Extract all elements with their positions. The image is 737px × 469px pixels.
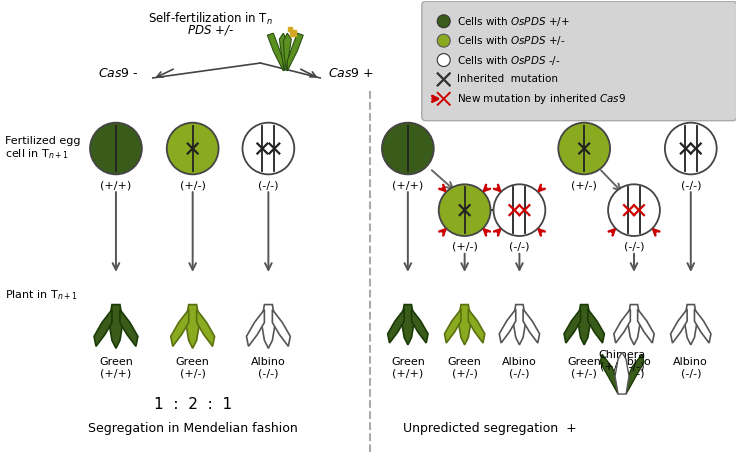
Polygon shape xyxy=(523,309,539,343)
Text: Albino
(-/-): Albino (-/-) xyxy=(674,357,708,379)
Text: (-/-): (-/-) xyxy=(258,180,279,190)
Polygon shape xyxy=(268,33,283,71)
Text: (+/-): (+/-) xyxy=(571,180,597,190)
Polygon shape xyxy=(273,310,290,346)
Polygon shape xyxy=(671,309,687,343)
Text: $\it{PDS}$ +/-: $\it{PDS}$ +/- xyxy=(187,23,234,37)
Text: Self-fertilization in T$_n$: Self-fertilization in T$_n$ xyxy=(148,11,273,27)
FancyBboxPatch shape xyxy=(422,1,736,121)
Polygon shape xyxy=(246,310,265,346)
Polygon shape xyxy=(279,33,287,71)
Text: 1  :  2  :  1: 1 : 2 : 1 xyxy=(153,398,231,412)
Text: (-/-): (-/-) xyxy=(509,242,530,252)
Text: Green
(+/-): Green (+/-) xyxy=(175,357,209,379)
Polygon shape xyxy=(411,309,428,343)
Circle shape xyxy=(608,184,660,236)
Circle shape xyxy=(382,123,434,174)
Text: Fertilized egg
cell in T$_{n+1}$: Fertilized egg cell in T$_{n+1}$ xyxy=(5,136,81,161)
Circle shape xyxy=(437,15,450,28)
Polygon shape xyxy=(120,310,138,346)
Polygon shape xyxy=(262,304,276,348)
Polygon shape xyxy=(564,309,581,343)
Polygon shape xyxy=(94,310,112,346)
Text: $\it{Cas9}$ -: $\it{Cas9}$ - xyxy=(98,68,139,81)
Text: Cells with $\it{OsPDS}$ +/-: Cells with $\it{OsPDS}$ +/- xyxy=(457,34,565,47)
Polygon shape xyxy=(615,352,629,394)
Polygon shape xyxy=(626,354,644,394)
Text: Chimera
(+/-, -/-): Chimera (+/-, -/-) xyxy=(598,350,646,372)
Polygon shape xyxy=(171,310,189,346)
Text: (+/+): (+/+) xyxy=(392,180,424,190)
Circle shape xyxy=(437,34,450,47)
Circle shape xyxy=(439,184,491,236)
Polygon shape xyxy=(578,304,590,345)
Polygon shape xyxy=(499,309,516,343)
Polygon shape xyxy=(402,304,414,345)
Text: New mutation by inherited $\it{Cas9}$: New mutation by inherited $\it{Cas9}$ xyxy=(457,92,626,106)
Polygon shape xyxy=(588,309,604,343)
Polygon shape xyxy=(458,304,471,345)
Circle shape xyxy=(494,184,545,236)
Text: Albino
(-/-): Albino (-/-) xyxy=(251,357,286,379)
Text: Green
(+/+): Green (+/+) xyxy=(391,357,425,379)
Polygon shape xyxy=(444,309,461,343)
Text: (+/+): (+/+) xyxy=(100,180,132,190)
Polygon shape xyxy=(638,309,654,343)
Polygon shape xyxy=(283,33,291,71)
Text: Plant in T$_{n+1}$: Plant in T$_{n+1}$ xyxy=(5,288,78,302)
Circle shape xyxy=(665,123,716,174)
Polygon shape xyxy=(197,310,214,346)
Circle shape xyxy=(437,53,450,67)
Text: $\it{Cas9}$ +: $\it{Cas9}$ + xyxy=(328,68,374,81)
Polygon shape xyxy=(694,309,711,343)
Text: Albino
(-/-): Albino (-/-) xyxy=(617,357,652,379)
Text: Cells with $\it{OsPDS}$ +/+: Cells with $\it{OsPDS}$ +/+ xyxy=(457,15,570,28)
Text: (+/-): (+/-) xyxy=(180,180,206,190)
Polygon shape xyxy=(600,354,618,394)
Polygon shape xyxy=(685,304,697,345)
Polygon shape xyxy=(614,309,630,343)
Text: Green
(+/-): Green (+/-) xyxy=(447,357,481,379)
Text: Green
(+/-): Green (+/-) xyxy=(567,357,601,379)
Text: (+/-): (+/-) xyxy=(452,242,478,252)
Text: Unpredicted segregation  +: Unpredicted segregation + xyxy=(402,423,576,435)
Polygon shape xyxy=(628,304,640,345)
Polygon shape xyxy=(109,304,123,348)
Polygon shape xyxy=(468,309,485,343)
Text: Segregation in Mendelian fashion: Segregation in Mendelian fashion xyxy=(88,423,298,435)
Text: (-/-): (-/-) xyxy=(680,180,701,190)
Circle shape xyxy=(242,123,294,174)
Circle shape xyxy=(167,123,219,174)
Circle shape xyxy=(90,123,142,174)
Text: Green
(+/+): Green (+/+) xyxy=(99,357,133,379)
Polygon shape xyxy=(388,309,404,343)
Text: Albino
(-/-): Albino (-/-) xyxy=(502,357,537,379)
Polygon shape xyxy=(186,304,200,348)
Text: (-/-): (-/-) xyxy=(624,242,644,252)
Polygon shape xyxy=(287,33,303,71)
Circle shape xyxy=(559,123,610,174)
Polygon shape xyxy=(513,304,525,345)
Text: Cells with $\it{OsPDS}$ -/-: Cells with $\it{OsPDS}$ -/- xyxy=(457,53,560,67)
Text: Inherited  mutation: Inherited mutation xyxy=(457,75,558,84)
